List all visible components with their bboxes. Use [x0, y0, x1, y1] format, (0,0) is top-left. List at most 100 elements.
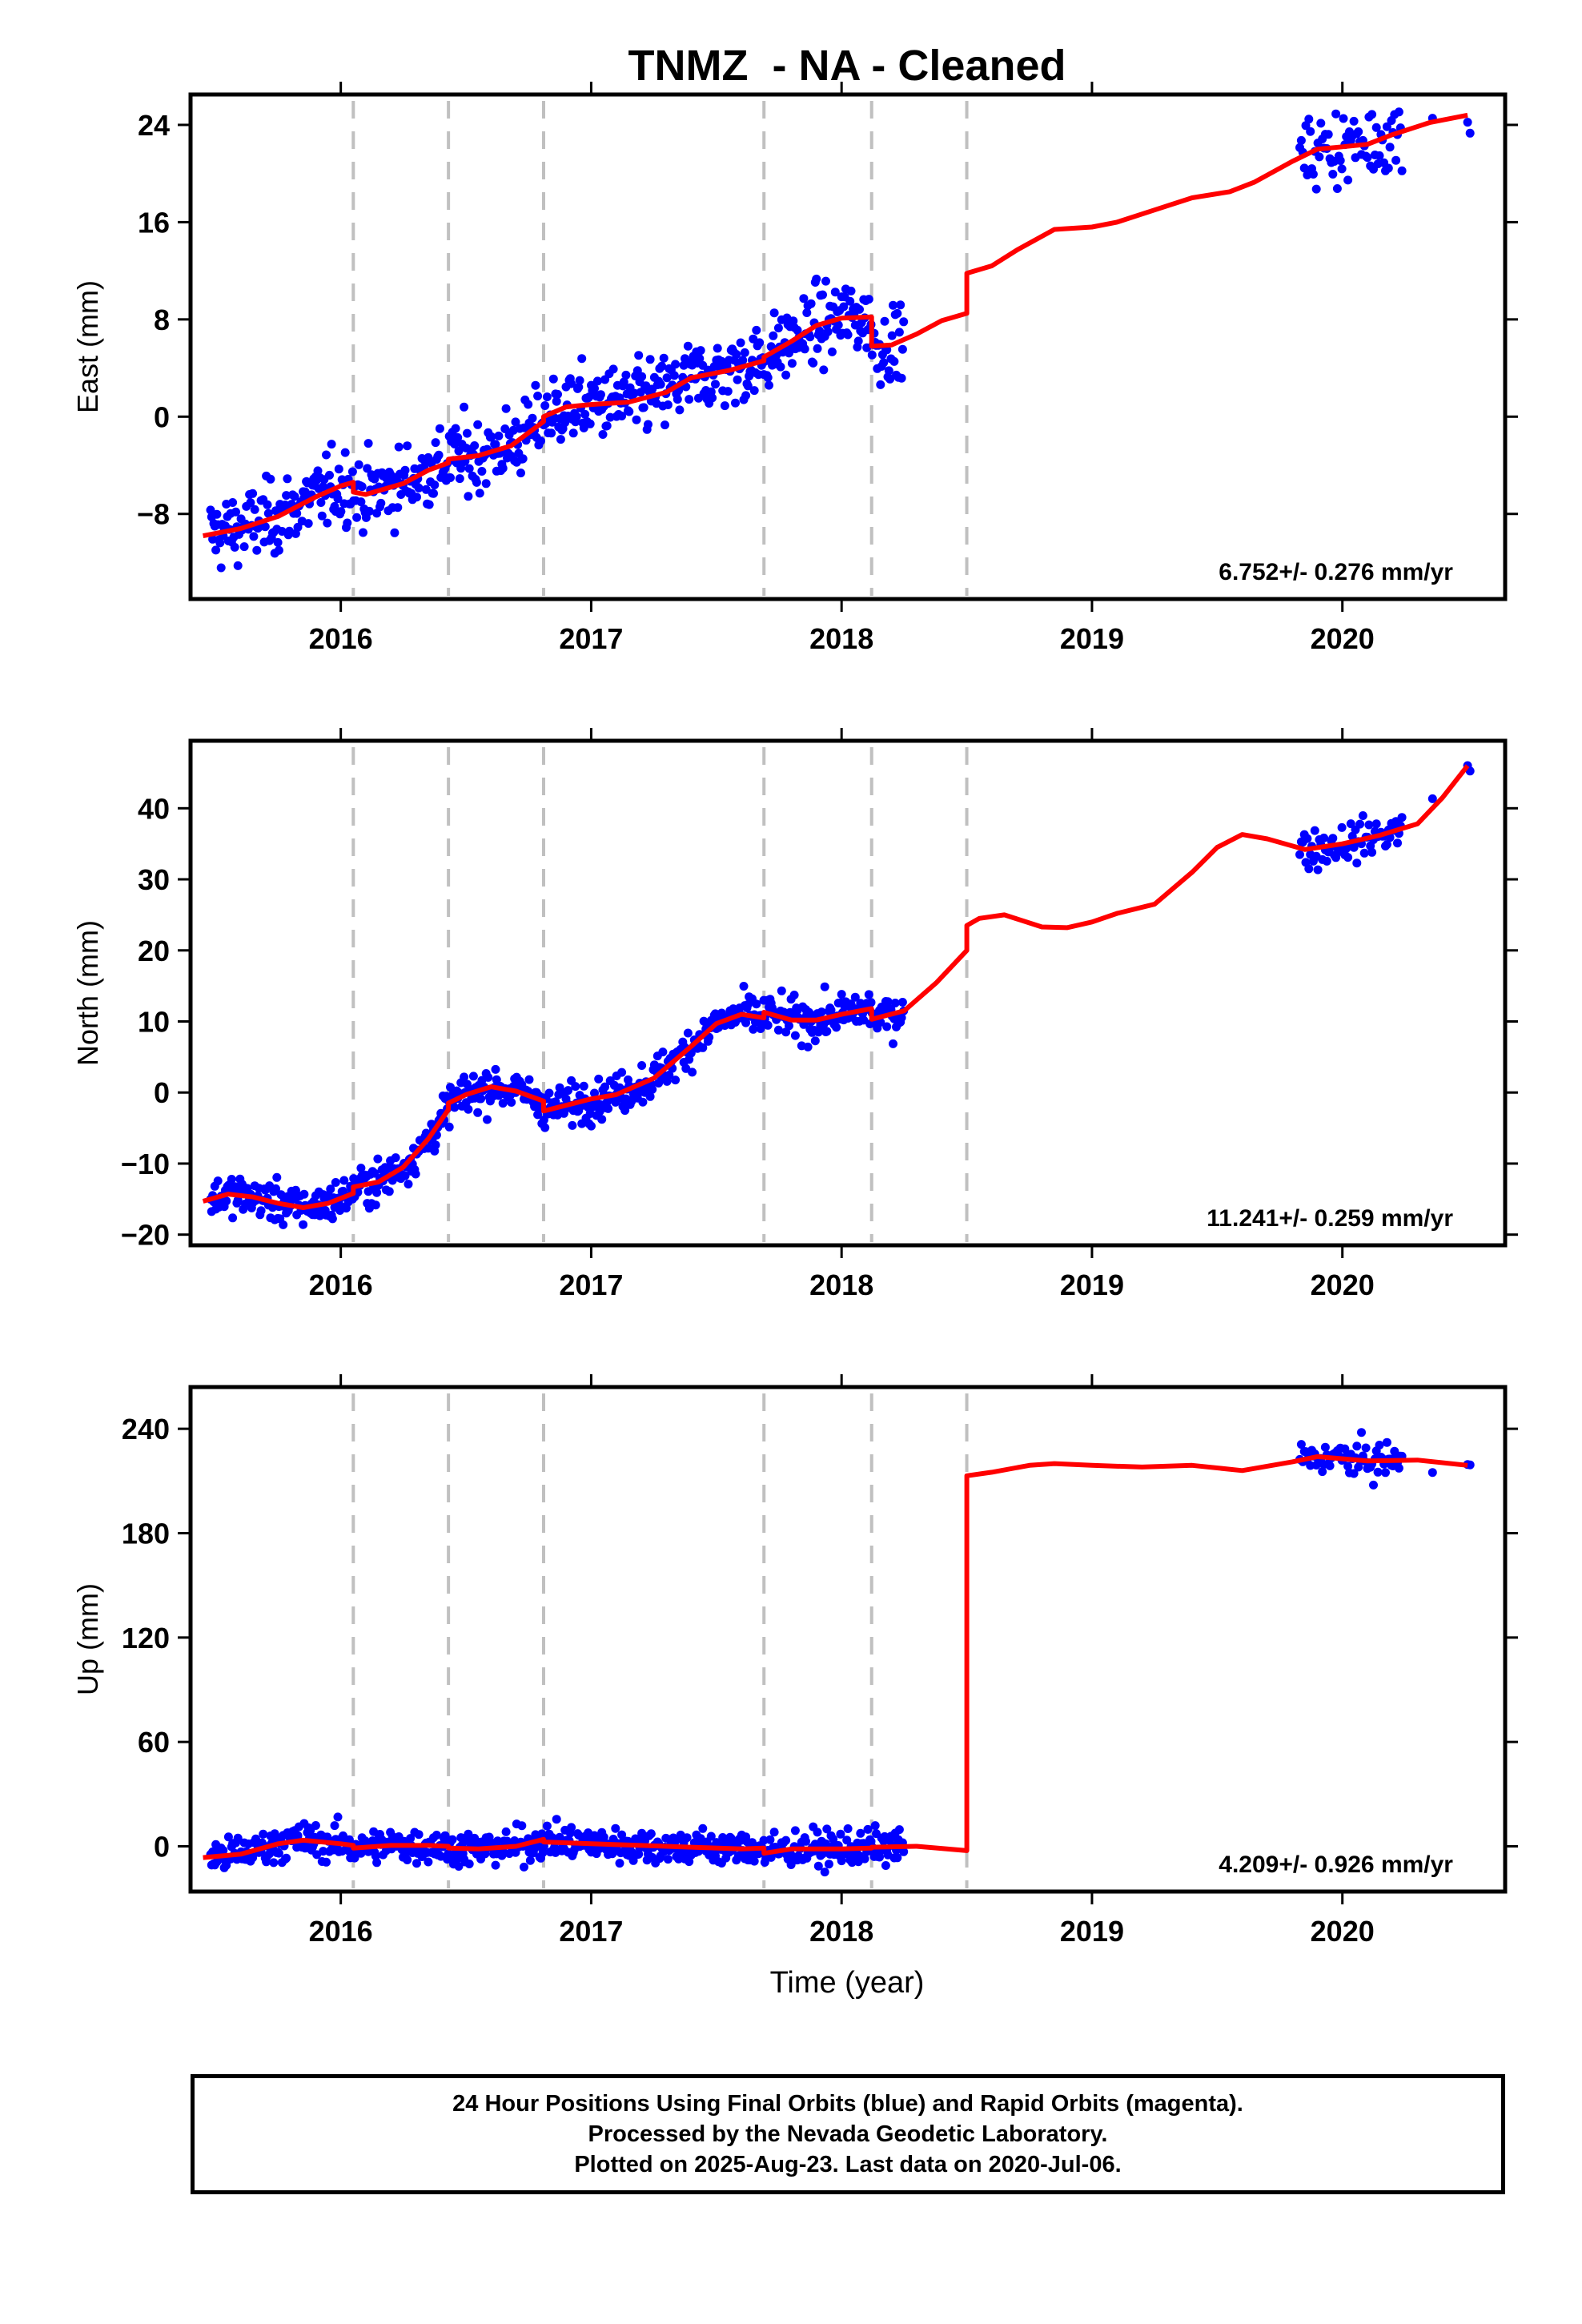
north-data-point — [648, 1084, 657, 1094]
east-data-point — [453, 432, 463, 442]
up-data-point — [769, 1827, 779, 1837]
east-data-point — [316, 498, 326, 507]
north-x-tick-label: 2020 — [1311, 1269, 1375, 1301]
east-data-point — [363, 464, 372, 473]
north-data-point — [450, 1103, 460, 1112]
up-data-point — [444, 1849, 453, 1859]
up-data-point — [432, 1831, 441, 1839]
up-x-tick-label: 2018 — [809, 1915, 873, 1948]
north-data-point — [444, 1122, 454, 1132]
north-data-point — [1371, 819, 1381, 829]
east-y-tick-label: 24 — [138, 109, 170, 142]
east-data-point — [477, 467, 487, 476]
east-data-point — [475, 489, 484, 498]
up-data-point — [1465, 1460, 1475, 1470]
east-data-point — [812, 274, 821, 283]
up-rate-label: 4.209+/- 0.926 mm/yr — [1219, 1852, 1453, 1878]
up-data-point — [663, 1855, 673, 1864]
north-y-axis-label: North (mm) — [71, 920, 104, 1066]
up-x-tick-label: 2020 — [1311, 1915, 1375, 1948]
east-data-point — [414, 483, 424, 493]
east-data-point — [317, 511, 327, 521]
north-data-point — [568, 1120, 577, 1130]
east-data-point — [263, 509, 273, 518]
north-data-point — [617, 1068, 627, 1077]
up-data-point — [282, 1853, 291, 1863]
north-y-tick-label: −20 — [121, 1219, 170, 1252]
east-data-point — [867, 350, 877, 360]
east-data-point — [1367, 110, 1377, 119]
north-data-point — [832, 1023, 841, 1032]
up-data-point — [617, 1830, 627, 1839]
up-data-point — [1343, 1462, 1353, 1471]
north-data-point — [1347, 831, 1357, 841]
north-data-point — [594, 1074, 604, 1084]
east-data-point — [889, 356, 899, 366]
east-data-point — [663, 400, 673, 409]
up-data-point — [1427, 1468, 1437, 1478]
up-data-point — [893, 1853, 902, 1863]
east-data-point — [246, 498, 255, 508]
east-data-point — [802, 308, 812, 317]
up-data-point — [615, 1859, 624, 1868]
north-data-point — [638, 1097, 648, 1107]
east-data-point — [273, 537, 283, 547]
north-data-point — [299, 1220, 308, 1229]
east-data-point — [1339, 114, 1348, 123]
up-y-tick-label: 60 — [138, 1726, 170, 1759]
east-data-point — [282, 491, 291, 501]
east-data-point — [773, 324, 783, 333]
north-data-point — [1367, 847, 1377, 857]
up-data-point — [464, 1829, 473, 1839]
east-data-point — [343, 518, 352, 528]
east-data-point — [481, 479, 491, 489]
north-data-point — [483, 1115, 492, 1124]
north-axes-frame — [188, 738, 1508, 1248]
east-data-point — [230, 542, 239, 552]
east-data-point — [1323, 130, 1333, 139]
up-data-point — [843, 1824, 853, 1833]
up-data-point — [248, 1853, 258, 1863]
east-data-point — [567, 379, 576, 388]
east-data-point — [639, 403, 648, 412]
east-data-point — [661, 420, 669, 430]
east-data-point — [621, 370, 631, 380]
east-data-point — [322, 450, 331, 460]
panel-up: 0 60 120 180 240 2016 2017 2018 2019 2020 Up (mm) 4… — [71, 1374, 1518, 1948]
north-data-point — [597, 1115, 607, 1124]
east-data-point — [274, 545, 283, 555]
east-data-point — [1306, 127, 1315, 136]
east-data-point — [590, 384, 599, 393]
north-data-point — [620, 1106, 630, 1116]
east-y-tick-label: 0 — [154, 400, 170, 433]
east-data-point — [228, 498, 238, 507]
panel-north: −20 −10 0 10 20 30 40 2016 2017 2018 2019 2020 North… — [71, 728, 1518, 1301]
up-data-point — [233, 1833, 243, 1843]
east-data-point — [632, 415, 641, 424]
east-data-point — [412, 493, 421, 502]
east-data-point — [394, 442, 404, 452]
east-data-point — [787, 359, 797, 368]
east-data-point — [1394, 107, 1403, 117]
east-data-point — [1465, 128, 1475, 138]
north-data-point — [400, 1171, 410, 1180]
east-data-point — [769, 308, 779, 318]
east-x-tick-label: 2018 — [809, 622, 873, 655]
up-data-point — [863, 1824, 873, 1834]
north-data-point — [279, 1220, 288, 1229]
north-data-point — [404, 1180, 413, 1189]
up-data-point — [628, 1856, 638, 1865]
east-data-point — [766, 342, 776, 352]
east-data-point — [1315, 152, 1324, 162]
north-data-point — [820, 982, 829, 991]
east-data-point — [683, 341, 693, 351]
east-data-point — [352, 513, 362, 522]
east-data-point — [897, 373, 906, 383]
north-data-point — [468, 1072, 478, 1081]
east-data-point — [805, 332, 815, 342]
north-data-point — [803, 1042, 813, 1051]
up-data-point — [533, 1842, 543, 1851]
north-data-point — [897, 998, 907, 1007]
up-data-point — [766, 1852, 776, 1862]
north-x-tick-label: 2016 — [309, 1269, 373, 1301]
